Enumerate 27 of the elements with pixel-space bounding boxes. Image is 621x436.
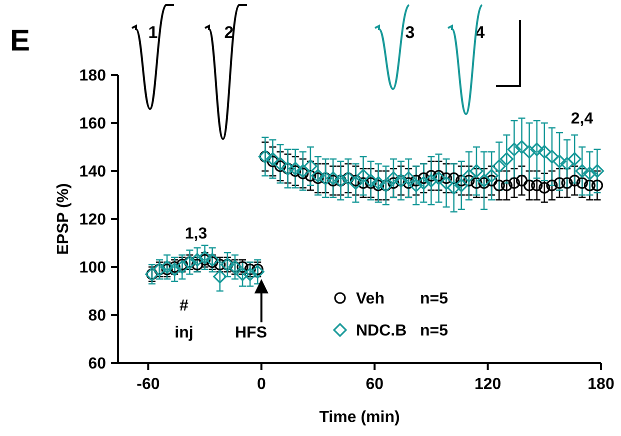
y-tick-label: 180 bbox=[79, 68, 106, 85]
x-tick-label: 60 bbox=[366, 376, 384, 393]
annotation: # bbox=[180, 298, 189, 315]
y-tick-label: 140 bbox=[79, 164, 106, 181]
y-tick-label: 60 bbox=[88, 356, 106, 373]
annotation: inj bbox=[174, 324, 194, 342]
annotation: 1,3 bbox=[184, 226, 208, 243]
text: E bbox=[10, 24, 30, 58]
text: 2 bbox=[224, 22, 234, 42]
legend-label: NDC.B bbox=[356, 322, 407, 340]
x-tick-label: 0 bbox=[256, 376, 266, 393]
x-tick-label: -60 bbox=[136, 376, 160, 393]
annotation: n=5 bbox=[420, 290, 448, 308]
x-axis-title: Time (min) bbox=[319, 409, 400, 426]
legend-label: Veh bbox=[356, 290, 384, 308]
x-tick-label: 180 bbox=[588, 376, 614, 393]
text: 1 bbox=[148, 22, 158, 42]
annotation: n=5 bbox=[420, 322, 448, 340]
y-tick-label: 120 bbox=[79, 212, 106, 229]
y-tick-label: 80 bbox=[88, 308, 106, 325]
annotation: 2,4 bbox=[570, 110, 594, 128]
annotation: HFS bbox=[235, 324, 268, 342]
y-tick-label: 100 bbox=[79, 260, 106, 277]
x-tick-label: 120 bbox=[474, 376, 502, 393]
y-axis-title: EPSP (%) bbox=[55, 183, 72, 255]
y-tick-label: 160 bbox=[79, 116, 106, 133]
text: 3 bbox=[405, 22, 415, 42]
